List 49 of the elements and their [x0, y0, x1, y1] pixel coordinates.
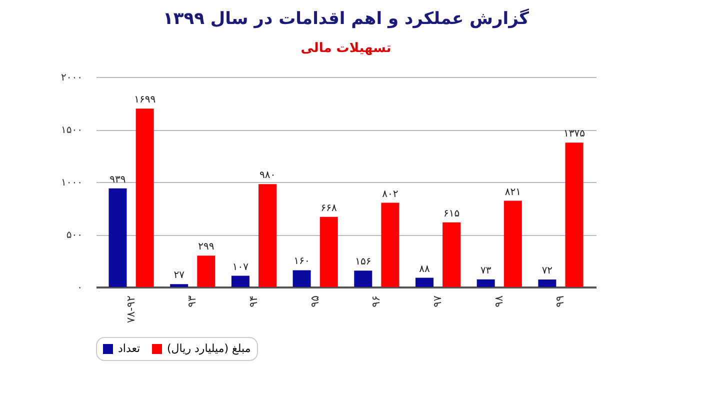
data-label: ۸۲۱ — [504, 186, 521, 198]
bar — [354, 270, 372, 287]
bar — [170, 284, 188, 287]
x-tick-label: ۹۷ — [431, 295, 444, 308]
bar — [442, 222, 461, 287]
bar — [231, 276, 250, 287]
bar — [538, 279, 556, 287]
bar — [258, 184, 277, 287]
bar — [565, 142, 584, 287]
data-label: ۸۰۲ — [382, 188, 398, 200]
y-tick-label: ۲۰۰۰ — [61, 72, 82, 84]
x-tick-label: ۷۸-۹۲ — [124, 295, 138, 324]
x-tick-label: ۹۹ — [554, 295, 567, 308]
bar — [415, 278, 434, 287]
data-label: ۶۱۵ — [443, 208, 460, 220]
x-tick-label: ۹۳ — [186, 295, 199, 308]
data-label: ۱۶۹۹ — [134, 94, 156, 106]
data-label: ۸۸ — [419, 264, 430, 275]
data-label: ۱۰۷ — [232, 262, 250, 273]
data-label: ۱۳۷۵ — [564, 128, 585, 140]
data-label: ۷۳ — [480, 265, 492, 276]
bar — [476, 279, 495, 287]
legend-label: تعداد — [118, 342, 140, 355]
bar — [320, 216, 338, 287]
x-tick-label: ۹۸ — [492, 295, 506, 308]
data-label: ۱۶۰ — [294, 256, 310, 268]
data-label: ۷۲ — [542, 265, 553, 276]
x-tick-label: ۹۵ — [308, 295, 322, 308]
x-tick-label: ۹۶ — [370, 296, 383, 308]
data-label: ۲۷ — [174, 270, 186, 282]
x-tick-label: ۹۴ — [246, 295, 260, 308]
bar — [504, 200, 522, 287]
bar — [136, 108, 154, 287]
y-tick-label: ۱۰۰۰ — [61, 178, 82, 188]
bar — [108, 188, 127, 287]
data-label: ۱۵۶ — [355, 256, 372, 268]
bar — [197, 256, 216, 287]
data-label: ۹۸۰ — [259, 170, 276, 182]
y-tick-label: ۵۰۰ — [66, 230, 82, 241]
chart-subtitle: تسهیلات مالی — [300, 41, 392, 56]
chart-title: گزارش عملکرد و اهم اقدامات در سال ۱۳۹۹ — [162, 8, 530, 29]
y-tick-label: ۰ — [77, 282, 82, 294]
data-label: ۶۶۸ — [320, 202, 338, 214]
bar — [292, 270, 311, 287]
data-label: ۲۹۹ — [198, 242, 214, 253]
bar — [381, 202, 400, 287]
y-tick-label: ۱۵۰۰ — [61, 125, 82, 136]
legend-label: مبلغ (میلیارد ریال) — [167, 342, 251, 355]
data-label: ۹۳۹ — [110, 174, 126, 186]
